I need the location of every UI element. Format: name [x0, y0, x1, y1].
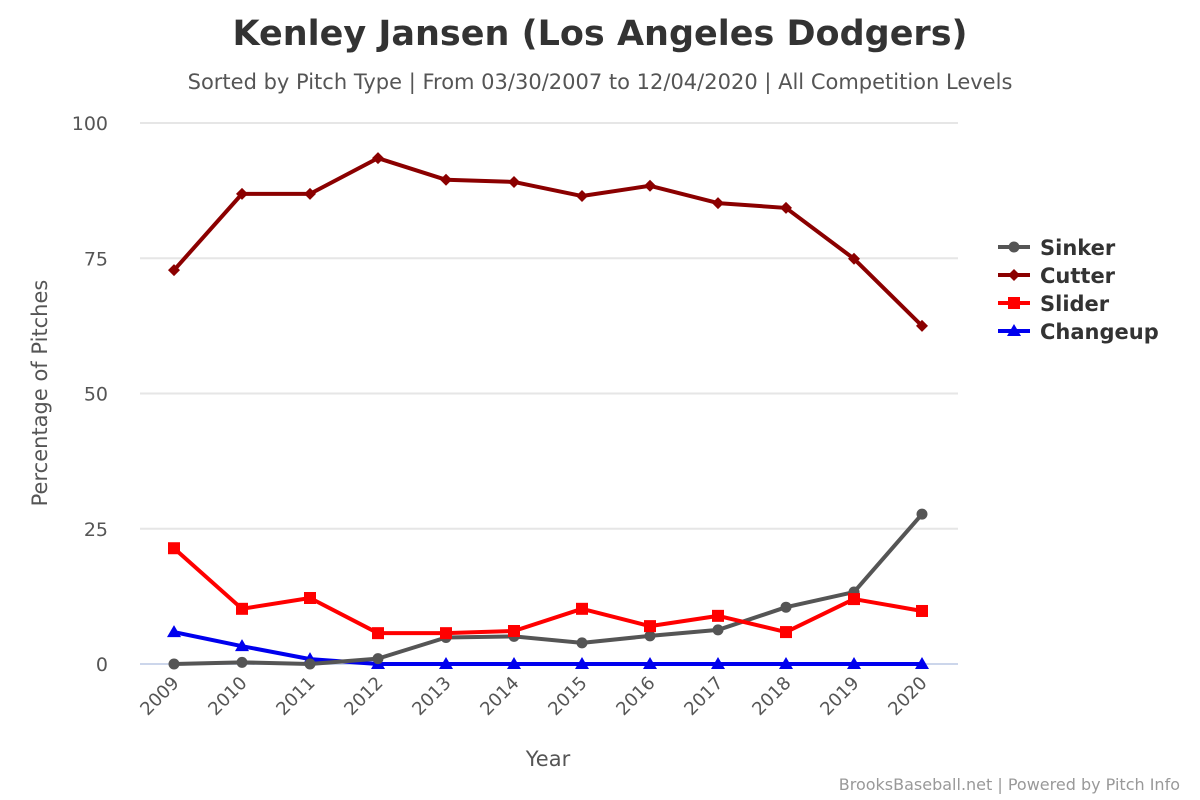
series-line-slider — [172, 546, 923, 636]
y-axis-title: Percentage of Pitches — [28, 280, 52, 507]
data-point-cutter-2014[interactable] — [508, 175, 520, 188]
data-point-changeup-2016[interactable] — [643, 657, 657, 669]
legend-item-slider[interactable]: Slider — [998, 292, 1110, 316]
y-axis-ticks: 0 25 50 75 100 — [72, 113, 108, 676]
data-point-slider-2020[interactable] — [916, 604, 928, 617]
data-point-cutter-2013[interactable] — [440, 173, 452, 186]
data-point-cutter-2018[interactable] — [780, 201, 792, 214]
chart-title: Kenley Jansen (Los Angeles Dodgers) — [232, 14, 968, 54]
series-changeup — [167, 625, 929, 669]
chart-subtitle: Sorted by Pitch Type | From 03/30/2007 t… — [187, 70, 1013, 94]
series-sinker — [168, 508, 928, 670]
y-tick-label: 25 — [84, 519, 108, 541]
data-point-slider-2013[interactable] — [440, 627, 452, 640]
legend-item-sinker[interactable]: Sinker — [998, 236, 1116, 260]
data-point-cutter-2012[interactable] — [372, 152, 384, 165]
data-point-slider-2009[interactable] — [168, 542, 180, 555]
legend-label: Changeup — [1040, 320, 1159, 344]
data-point-slider-2015[interactable] — [576, 602, 588, 615]
x-tick-label: 2009 — [136, 673, 183, 720]
series-slider — [168, 542, 928, 640]
data-point-sinker-2020[interactable] — [916, 508, 928, 520]
diamond-marker-icon — [1008, 269, 1020, 281]
data-point-cutter-2019[interactable] — [848, 252, 860, 265]
data-point-slider-2012[interactable] — [372, 627, 384, 640]
y-tick-label: 75 — [84, 248, 108, 270]
y-tick-label: 0 — [96, 654, 108, 676]
data-point-changeup-2013[interactable] — [439, 657, 453, 669]
data-point-sinker-2016[interactable] — [644, 630, 656, 642]
legend-label: Slider — [1040, 292, 1110, 316]
data-point-slider-2014[interactable] — [508, 624, 520, 637]
data-point-changeup-2015[interactable] — [575, 657, 589, 669]
data-point-changeup-2020[interactable] — [915, 657, 929, 669]
data-point-changeup-2009[interactable] — [167, 625, 181, 638]
data-point-sinker-2018[interactable] — [780, 601, 792, 613]
data-point-cutter-2011[interactable] — [304, 187, 316, 200]
data-point-cutter-2016[interactable] — [644, 179, 656, 192]
triangle-marker-icon — [1007, 324, 1021, 336]
x-tick-label: 2016 — [612, 673, 659, 720]
x-tick-label: 2017 — [680, 673, 727, 720]
legend-item-cutter[interactable]: Cutter — [998, 264, 1116, 288]
data-point-cutter-2010[interactable] — [236, 187, 248, 200]
data-point-slider-2010[interactable] — [236, 602, 248, 615]
data-point-changeup-2010[interactable] — [235, 639, 249, 652]
data-point-changeup-2017[interactable] — [711, 657, 725, 669]
series-line-cutter — [172, 156, 924, 328]
data-point-changeup-2019[interactable] — [847, 657, 861, 669]
x-tick-label: 2013 — [408, 673, 455, 720]
data-point-sinker-2015[interactable] — [576, 637, 588, 649]
data-point-slider-2011[interactable] — [304, 591, 316, 604]
legend-label: Cutter — [1040, 264, 1116, 288]
x-tick-label: 2020 — [884, 673, 931, 720]
data-point-slider-2018[interactable] — [780, 626, 792, 639]
legend: Sinker Cutter Slider Changeup — [998, 236, 1159, 344]
series-line-changeup — [173, 630, 922, 666]
series-cutter — [168, 152, 928, 332]
data-point-slider-2016[interactable] — [644, 620, 656, 633]
series-group — [167, 152, 929, 670]
data-point-cutter-2017[interactable] — [712, 197, 724, 210]
data-point-sinker-2010[interactable] — [236, 656, 248, 668]
data-point-changeup-2014[interactable] — [507, 657, 521, 669]
x-tick-label: 2014 — [476, 673, 523, 720]
x-tick-label: 2011 — [272, 673, 319, 720]
grid-lines — [140, 122, 958, 665]
x-tick-label: 2018 — [748, 673, 795, 720]
legend-item-changeup[interactable]: Changeup — [998, 320, 1159, 344]
data-point-changeup-2018[interactable] — [779, 657, 793, 669]
data-point-slider-2019[interactable] — [848, 593, 860, 606]
data-point-sinker-2017[interactable] — [712, 624, 724, 636]
credits-text[interactable]: BrooksBaseball.net | Powered by Pitch In… — [838, 775, 1180, 794]
data-point-cutter-2015[interactable] — [576, 190, 588, 203]
x-axis-ticks: 2009 2010 2011 2012 2013 2014 2015 2016 2017 2018… — [136, 673, 931, 720]
legend-label: Sinker — [1040, 236, 1116, 260]
x-axis-title: Year — [525, 747, 571, 771]
y-tick-label: 50 — [84, 384, 108, 406]
series-line-sinker — [173, 512, 924, 666]
y-tick-label: 100 — [72, 113, 108, 135]
data-point-slider-2017[interactable] — [712, 609, 724, 622]
x-tick-label: 2012 — [340, 673, 387, 720]
data-point-cutter-2009[interactable] — [168, 264, 180, 277]
square-marker-icon — [1008, 297, 1020, 309]
data-point-cutter-2020[interactable] — [916, 319, 928, 332]
x-tick-label: 2015 — [544, 673, 591, 720]
data-point-sinker-2009[interactable] — [168, 658, 180, 670]
x-tick-label: 2019 — [816, 673, 863, 720]
data-point-sinker-2011[interactable] — [304, 658, 316, 670]
circle-marker-icon — [1008, 241, 1020, 253]
data-point-sinker-2012[interactable] — [372, 653, 384, 665]
x-tick-label: 2010 — [204, 673, 251, 720]
